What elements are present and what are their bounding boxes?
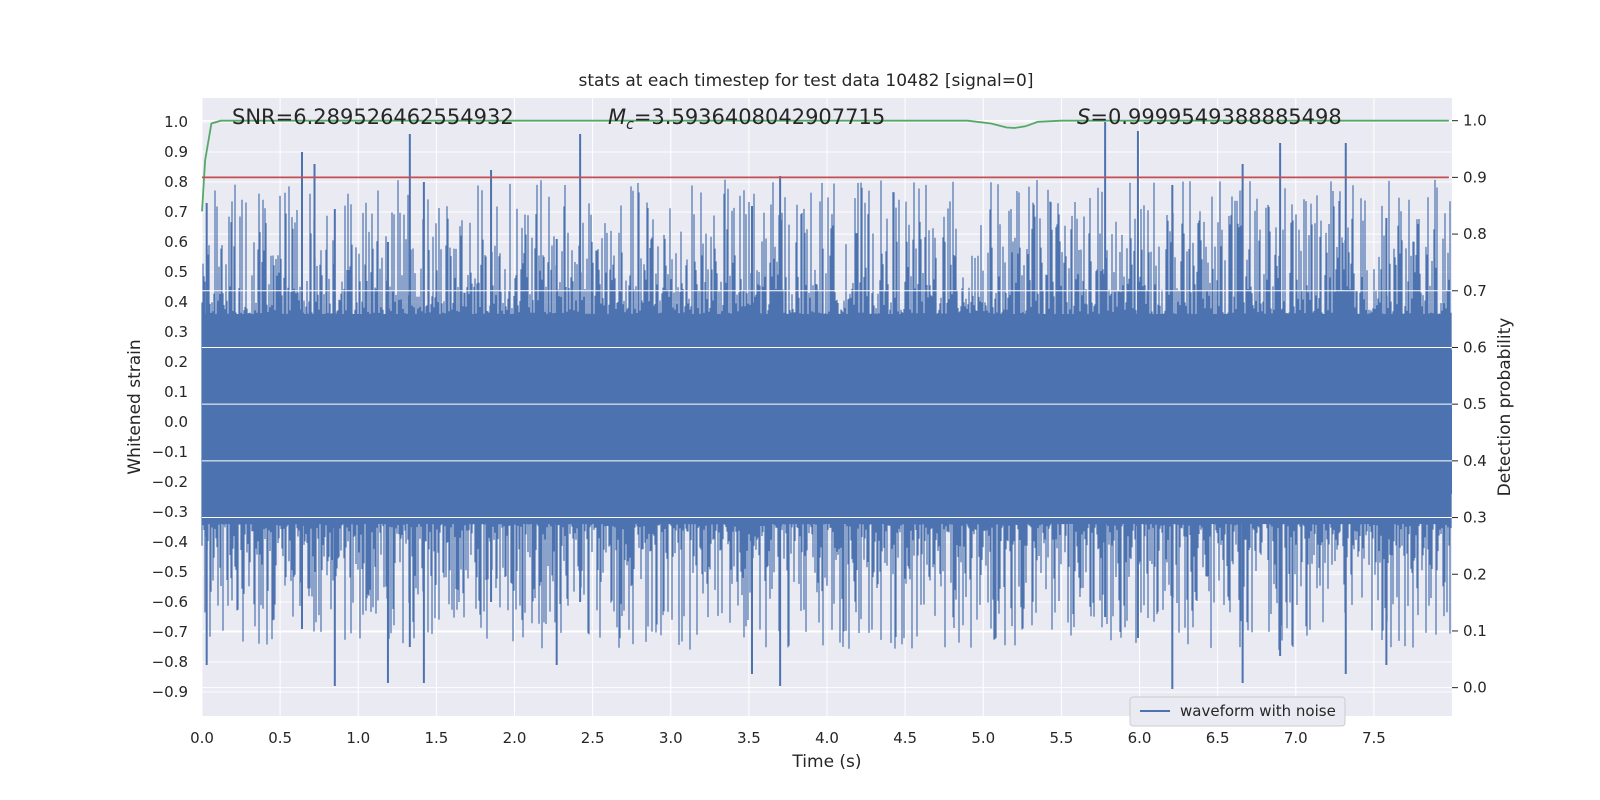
y-tick-label: −0.4: [152, 533, 188, 551]
x-tick-label: 4.5: [893, 729, 917, 747]
y-tick-label-right: 0.6: [1463, 338, 1487, 356]
x-tick-label: 5.5: [1049, 729, 1073, 747]
y-tick-label: 0.3: [164, 323, 188, 341]
y-tick-label-right: 0.7: [1463, 282, 1487, 300]
y-tick-label-right: 1.0: [1463, 112, 1487, 130]
y-tick-label-right: 0.4: [1463, 452, 1487, 470]
y-tick-label-right: 0.3: [1463, 509, 1487, 527]
mc-annotation: Mc=3.5936408042907715: [608, 105, 885, 133]
y-tick-label: 0.2: [164, 353, 188, 371]
legend-label: waveform with noise: [1180, 702, 1336, 720]
x-tick-label: 0.0: [190, 729, 214, 747]
x-tick-label: 0.5: [268, 729, 292, 747]
y-tick-label: 0.7: [164, 203, 188, 221]
y-tick-label: −0.6: [152, 593, 188, 611]
x-tick-label: 3.0: [659, 729, 683, 747]
y-tick-label: −0.7: [152, 623, 188, 641]
y-tick-label-right: 0.0: [1463, 679, 1487, 697]
y-axis-right: 1.0 0.9 0.8 0.7 0.6 0.5 0.4 0.3 0.2 0.1 0.0: [1452, 112, 1487, 697]
y-tick-label: 0.8: [164, 173, 188, 191]
s-value: =0.9999549388885498: [1090, 105, 1341, 129]
y-tick-label-right: 0.9: [1463, 168, 1487, 186]
waveform-series: [201, 122, 1452, 689]
x-tick-label: 6.5: [1206, 729, 1230, 747]
mc-value: =3.5936408042907715: [634, 105, 885, 129]
y-tick-label: 0.1: [164, 383, 188, 401]
y-axis-label-right: Detection probability: [1495, 318, 1515, 497]
y-tick-label: 0.9: [164, 143, 188, 161]
y-tick-label: −0.3: [152, 503, 188, 521]
waveform-core: [202, 350, 1452, 494]
y-tick-label-right: 0.2: [1463, 565, 1487, 583]
y-tick-label: 1.0: [164, 113, 188, 131]
y-tick-label: −0.2: [152, 473, 188, 491]
y-tick-label: −0.5: [152, 563, 188, 581]
x-tick-label: 6.0: [1128, 729, 1152, 747]
y-tick-label: −0.9: [152, 683, 188, 701]
y-tick-label: −0.8: [152, 653, 188, 671]
s-symbol: S: [1077, 105, 1090, 129]
mc-symbol: M: [608, 105, 626, 129]
x-axis-label: Time (s): [791, 752, 861, 772]
x-tick-label: 2.0: [503, 729, 527, 747]
x-axis: 0.0 0.5 1.0 1.5 2.0 2.5 3.0 3.5 4.0 4.5 5.0 5.5 6.0 6…: [190, 729, 1386, 747]
y-axis-left: 1.0 0.9 0.8 0.7 0.6 0.5 0.4 0.3 0.2 0.1 0.0 −0.1 −0.…: [152, 113, 188, 701]
y-tick-label: −0.1: [152, 443, 188, 461]
s-annotation: S=0.9999549388885498: [1077, 105, 1342, 129]
x-tick-label: 5.0: [971, 729, 995, 747]
detection-probability-line: [201, 119, 1449, 212]
y-tick-label-right: 0.5: [1463, 395, 1487, 413]
x-tick-label: 4.0: [815, 729, 839, 747]
x-tick-label: 1.0: [346, 729, 370, 747]
x-tick-label: 7.5: [1362, 729, 1386, 747]
y-tick-label-right: 0.8: [1463, 225, 1487, 243]
mc-subscript: c: [626, 117, 634, 133]
snr-annotation: SNR=6.289526462554932: [232, 105, 514, 129]
y-tick-label: 0.5: [164, 263, 188, 281]
x-tick-label: 2.5: [581, 729, 605, 747]
y-tick-label: 0.4: [164, 293, 188, 311]
x-tick-label: 3.5: [737, 729, 761, 747]
x-tick-label: 1.5: [424, 729, 448, 747]
y-axis-label: Whitened strain: [125, 339, 145, 474]
probability-series: [201, 119, 1449, 212]
x-tick-label: 7.0: [1284, 729, 1308, 747]
chart-title: stats at each timestep for test data 104…: [579, 71, 1034, 91]
y-tick-label: 0.6: [164, 233, 188, 251]
legend: waveform with noise: [1129, 696, 1346, 727]
y-tick-label: 0.0: [164, 413, 188, 431]
legend-box: [1129, 696, 1346, 727]
y-tick-label-right: 0.1: [1463, 622, 1487, 640]
